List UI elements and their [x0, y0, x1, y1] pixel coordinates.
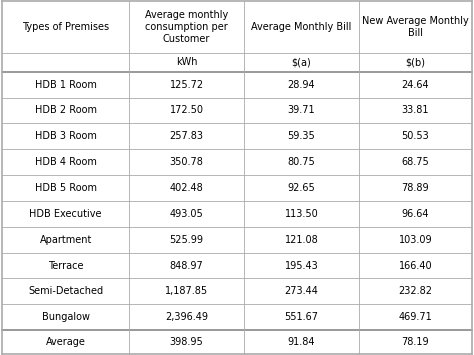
Text: 166.40: 166.40: [399, 261, 432, 271]
Text: 493.05: 493.05: [170, 209, 203, 219]
Text: 39.71: 39.71: [288, 105, 315, 115]
Text: 28.94: 28.94: [288, 80, 315, 89]
Text: 33.81: 33.81: [401, 105, 429, 115]
Text: 121.08: 121.08: [285, 235, 319, 245]
Text: 68.75: 68.75: [401, 157, 429, 167]
Text: kWh: kWh: [176, 58, 197, 67]
Text: HDB 4 Room: HDB 4 Room: [35, 157, 97, 167]
Text: 232.82: 232.82: [398, 286, 432, 296]
Text: Bungalow: Bungalow: [42, 312, 90, 322]
Text: 103.09: 103.09: [399, 235, 432, 245]
Text: 24.64: 24.64: [401, 80, 429, 89]
Text: HDB 5 Room: HDB 5 Room: [35, 183, 97, 193]
Text: Average: Average: [46, 337, 86, 347]
Text: 402.48: 402.48: [170, 183, 203, 193]
Text: 525.99: 525.99: [170, 235, 203, 245]
Text: HDB 3 Room: HDB 3 Room: [35, 131, 97, 141]
Text: 59.35: 59.35: [288, 131, 315, 141]
Text: 80.75: 80.75: [288, 157, 315, 167]
Text: New Average Monthly
Bill: New Average Monthly Bill: [362, 16, 469, 38]
Text: 273.44: 273.44: [284, 286, 319, 296]
Text: 96.64: 96.64: [401, 209, 429, 219]
Text: HDB 1 Room: HDB 1 Room: [35, 80, 97, 89]
Text: 469.71: 469.71: [399, 312, 432, 322]
Text: 350.78: 350.78: [170, 157, 203, 167]
Text: Semi-Detached: Semi-Detached: [28, 286, 103, 296]
Text: $(b): $(b): [405, 58, 425, 67]
Text: 2,396.49: 2,396.49: [165, 312, 208, 322]
Text: 848.97: 848.97: [170, 261, 203, 271]
Text: $(a): $(a): [292, 58, 311, 67]
Text: 172.50: 172.50: [170, 105, 203, 115]
Text: HDB 2 Room: HDB 2 Room: [35, 105, 97, 115]
Text: Apartment: Apartment: [39, 235, 92, 245]
Text: 50.53: 50.53: [401, 131, 429, 141]
Text: 92.65: 92.65: [288, 183, 315, 193]
Text: HDB Executive: HDB Executive: [29, 209, 102, 219]
Text: 91.84: 91.84: [288, 337, 315, 347]
Text: Types of Premises: Types of Premises: [22, 22, 109, 32]
Text: 195.43: 195.43: [285, 261, 319, 271]
Text: 1,187.85: 1,187.85: [165, 286, 208, 296]
Text: 125.72: 125.72: [170, 80, 204, 89]
Text: Average Monthly Bill: Average Monthly Bill: [251, 22, 352, 32]
Text: 551.67: 551.67: [284, 312, 319, 322]
Text: Average monthly
consumption per
Customer: Average monthly consumption per Customer: [145, 10, 228, 44]
Text: 257.83: 257.83: [170, 131, 203, 141]
Text: 78.89: 78.89: [401, 183, 429, 193]
Text: 113.50: 113.50: [285, 209, 319, 219]
Text: 78.19: 78.19: [401, 337, 429, 347]
Text: Terrace: Terrace: [48, 261, 83, 271]
Text: 398.95: 398.95: [170, 337, 203, 347]
